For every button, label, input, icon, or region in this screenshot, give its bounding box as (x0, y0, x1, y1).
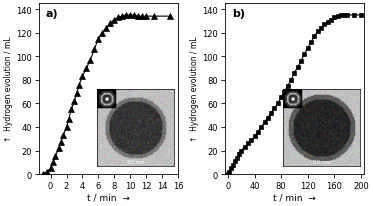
Text: a): a) (46, 9, 58, 19)
X-axis label: t / min  →: t / min → (87, 193, 130, 202)
Y-axis label: ↑  Hydrogen evolution / mL: ↑ Hydrogen evolution / mL (190, 37, 199, 142)
Text: b): b) (232, 9, 245, 19)
Y-axis label: ↑  Hydrogen evolution / mL: ↑ Hydrogen evolution / mL (4, 37, 13, 142)
X-axis label: t / min  →: t / min → (273, 193, 316, 202)
